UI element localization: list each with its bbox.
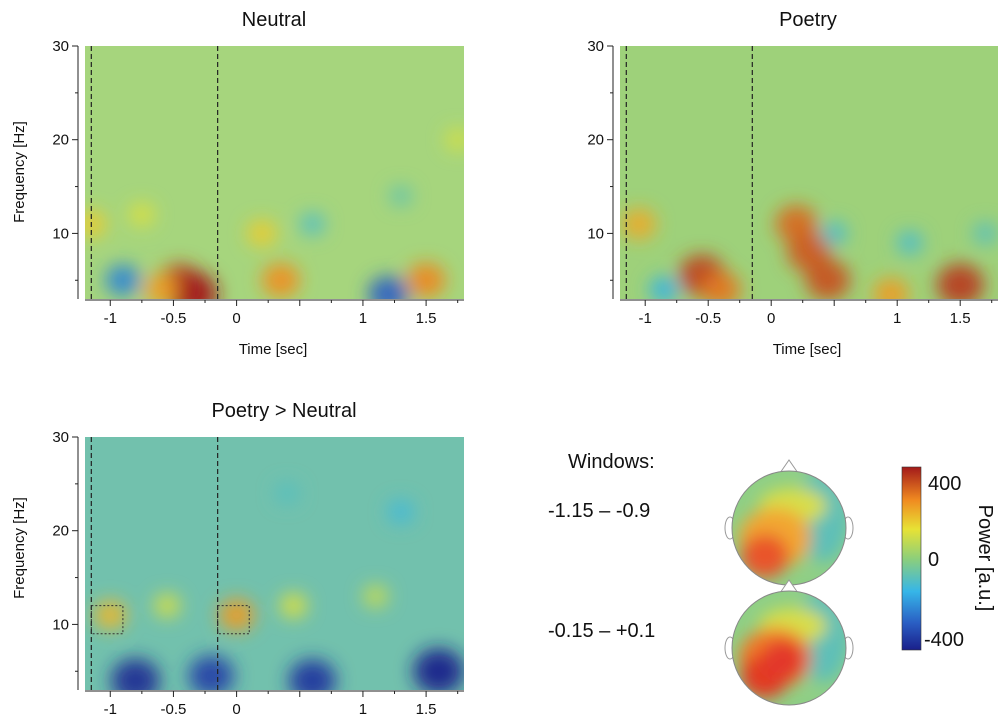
y-tick-label: 30 <box>52 38 69 55</box>
x-tick-label: 1.5 <box>416 310 437 327</box>
heatmap-blob <box>85 210 107 238</box>
colorbar: 400 0 -400 Power [a.u.] <box>901 466 996 651</box>
heatmap-blob <box>246 219 277 248</box>
heatmap-blob <box>218 598 255 632</box>
colorbar-tick-zero: 0 <box>928 549 939 571</box>
x-tick-label: 1 <box>359 310 367 327</box>
x-tick-label: -0.5 <box>161 310 187 327</box>
heatmap-neutral: 10 20 30 -1 -0.5 0 1 1.5 <box>52 38 464 327</box>
x-tick-label: 1 <box>893 310 901 327</box>
panel-contrast: Poetry > Neutral 10 20 30 -1 -0.5 0 1 1.5 Frequ… <box>11 400 464 717</box>
heatmap-background <box>85 46 464 299</box>
heatmap-plot-area <box>85 437 464 690</box>
heatmap-blob <box>649 276 679 299</box>
x-tick-label: 1.5 <box>950 310 971 327</box>
heatmap-blob <box>280 593 307 618</box>
panel-title-neutral: Neutral <box>242 9 306 31</box>
x-tick-label: 0 <box>232 310 240 327</box>
heatmap-blob <box>387 499 415 525</box>
x-axis-label-poetry: Time [sec] <box>773 341 842 358</box>
heatmap-blob <box>299 212 325 236</box>
windows-heading: Windows: <box>568 451 655 473</box>
heatmap-poetry: 10 20 30 -1 -0.5 0 1 1.5 <box>587 38 998 327</box>
panel-neutral: Neutral 10 20 30 -1 -0.5 0 1 1.5 Frequency [Hz]… <box>11 9 464 358</box>
window-label-2: -0.15 – +0.1 <box>548 620 655 642</box>
heatmap-blob <box>621 208 657 240</box>
x-tick-label: -0.5 <box>161 701 187 717</box>
x-tick-label: -1 <box>104 701 117 717</box>
x-tick-label: -0.5 <box>695 310 721 327</box>
heatmap-blob <box>188 655 235 690</box>
heatmap-background <box>85 437 464 690</box>
y-tick-label: 20 <box>587 132 604 149</box>
heatmap-blob <box>821 221 848 246</box>
heatmap-blob <box>368 276 409 299</box>
heatmap-blob <box>406 262 446 298</box>
x-tick-label: 1.5 <box>416 701 437 717</box>
window-label-1: -1.15 – -0.9 <box>548 500 650 522</box>
nose <box>779 579 799 594</box>
panel-poetry: Poetry 10 20 30 -1 -0.5 0 1 1.5 Time [sec] <box>587 9 998 358</box>
heatmap-blob <box>872 277 909 299</box>
x-tick-label: 1 <box>359 701 367 717</box>
topo-outline <box>731 590 847 706</box>
colorbar-gradient <box>901 466 922 651</box>
highlight-window <box>90 605 124 635</box>
x-tick-label: -1 <box>639 310 652 327</box>
y-tick-label: 20 <box>52 132 69 149</box>
topomap-window-1 <box>724 459 854 586</box>
highlight-window <box>217 605 250 635</box>
heatmap-blob <box>700 271 741 299</box>
heatmap-blob <box>154 593 181 618</box>
colorbar-tick-max: 400 <box>928 473 961 495</box>
heatmap-blob <box>389 185 413 207</box>
heatmap-blob <box>105 264 141 297</box>
heatmap-blob <box>93 600 127 630</box>
y-tick-label: 30 <box>587 38 604 55</box>
heatmap-blob <box>143 273 179 299</box>
heatmap-plot-area <box>620 46 998 299</box>
colorbar-tick-min: -400 <box>924 629 964 651</box>
y-axis-label-contrast: Frequency [Hz] <box>11 497 28 599</box>
heatmap-blob <box>805 260 851 299</box>
y-axis-label-neutral: Frequency [Hz] <box>11 121 28 223</box>
y-tick-label: 10 <box>587 225 604 242</box>
x-tick-label: 0 <box>767 310 775 327</box>
heatmap-contrast: 10 20 30 -1 -0.5 0 1 1.5 <box>52 429 464 717</box>
heatmap-blob <box>973 222 998 245</box>
windows-legend: Windows: -1.15 – -0.9 -0.15 – +0.1 <box>548 451 655 642</box>
y-tick-label: 10 <box>52 616 69 633</box>
x-tick-label: 0 <box>232 701 240 717</box>
heatmap-blob <box>167 271 218 299</box>
nose <box>779 459 799 474</box>
heatmap-blob <box>111 658 160 690</box>
x-axis-label-neutral: Time [sec] <box>239 341 308 358</box>
heatmap-blob <box>445 128 464 152</box>
heatmap-blob <box>128 202 155 227</box>
heatmap-plot-area <box>85 46 464 299</box>
heatmap-blob <box>936 263 984 299</box>
topomap-window-2 <box>724 579 854 706</box>
heatmap-blob <box>413 648 464 690</box>
y-tick-label: 10 <box>52 225 69 242</box>
y-tick-label: 30 <box>52 429 69 446</box>
heatmap-blob <box>274 482 300 505</box>
heatmap-blob <box>363 585 388 608</box>
colorbar-label: Power [a.u.] <box>974 505 996 612</box>
heatmap-blob <box>261 263 300 298</box>
panel-title-contrast: Poetry > Neutral <box>211 400 356 422</box>
panel-title-poetry: Poetry <box>779 9 837 31</box>
heatmap-blob <box>896 230 923 255</box>
heatmap-blob <box>288 659 336 690</box>
x-tick-label: -1 <box>104 310 117 327</box>
y-tick-label: 20 <box>52 523 69 540</box>
